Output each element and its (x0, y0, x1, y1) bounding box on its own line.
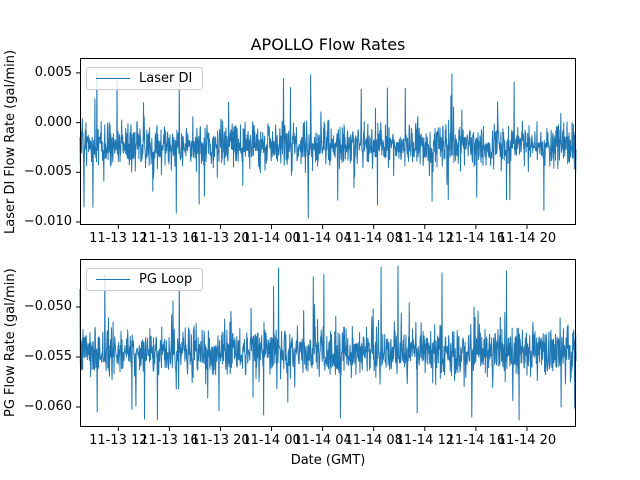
x-tick-label: 11-14 12 (395, 433, 455, 448)
x-tick-label: 11-13 16 (140, 433, 199, 448)
x-tick-label: 11-13 20 (191, 433, 250, 448)
y-tick-label: −0.060 (23, 399, 72, 414)
x-tick-label: 11-14 20 (497, 231, 557, 246)
y-axis-label-laser-di: Laser DI Flow Rate (gal/min) (3, 49, 18, 234)
y-tick-label: 0.005 (34, 64, 72, 80)
x-tick-label: 11-13 12 (89, 231, 148, 246)
legend-line-sample-icon (96, 78, 130, 79)
y-tick-label: −0.050 (23, 299, 72, 314)
pg-loop-subplot (76, 259, 577, 431)
legend-label: PG Loop (139, 272, 193, 287)
x-tick-label: 11-14 00 (242, 433, 301, 448)
legend-label: Laser DI (139, 71, 193, 86)
laser-di-subplot (76, 58, 577, 229)
x-axis-label: Date (GMT) (290, 453, 366, 468)
x-tick-label: 11-13 20 (191, 231, 250, 246)
x-tick-label: 11-14 08 (344, 231, 403, 246)
x-tick-label: 11-13 12 (89, 433, 148, 448)
legend-pg-loop: PG Loop (86, 268, 204, 291)
series-line (79, 72, 577, 219)
legend-line-sample-icon (96, 279, 130, 280)
y-tick-label: −0.010 (23, 214, 72, 230)
x-tick-label: 11-14 16 (446, 231, 506, 246)
legend-laser-di: Laser DI (86, 67, 204, 90)
x-tick-label: 11-14 20 (497, 433, 557, 448)
figure-title: APOLLO Flow Rates (250, 35, 406, 54)
x-tick-label: 11-14 00 (242, 231, 301, 246)
x-tick-label: 11-14 04 (293, 433, 352, 448)
x-tick-label: 11-13 16 (140, 231, 199, 246)
series-line (79, 265, 577, 421)
y-tick-label: −0.055 (23, 349, 72, 364)
y-tick-label: 0.000 (34, 114, 72, 130)
x-tick-label: 11-14 16 (446, 433, 506, 448)
y-tick-label: −0.005 (23, 164, 72, 180)
x-tick-label: 11-14 08 (344, 433, 403, 448)
x-tick-label: 11-14 04 (293, 231, 352, 246)
x-tick-label: 11-14 12 (395, 231, 455, 246)
